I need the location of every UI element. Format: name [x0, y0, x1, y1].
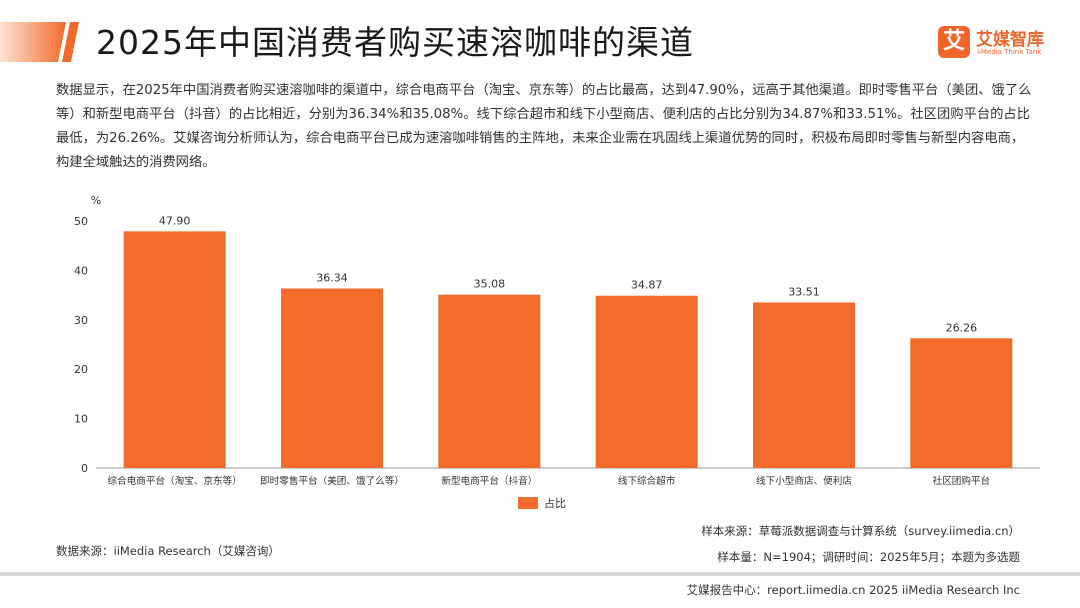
bar-value-label: 34.87 — [631, 279, 663, 292]
bar-value-label: 26.26 — [946, 321, 978, 334]
y-axis-unit-label: % — [91, 194, 101, 207]
x-category-label: 线下小型商店、便利店 — [756, 475, 852, 487]
page-title: 2025年中国消费者购买速溶咖啡的渠道 — [96, 23, 694, 62]
legend-swatch — [518, 497, 538, 509]
x-category-label: 新型电商平台（抖音） — [441, 475, 537, 487]
sample-source: 样本来源：草莓派数据调查与计算系统（survey.iimedia.cn） — [701, 524, 1020, 538]
title-decoration — [0, 22, 79, 62]
logo-subtitle: iiMedia Think Tank — [977, 48, 1042, 56]
x-category-label: 即时零售平台（美团、饿了么等） — [260, 475, 404, 487]
y-tick-label: 20 — [74, 363, 88, 376]
report-center: 艾媒报告中心：report.iimedia.cn 2025 iiMedia Re… — [686, 583, 1020, 597]
bar-value-label: 36.34 — [316, 271, 348, 284]
bar — [753, 302, 855, 468]
bar — [595, 295, 698, 468]
y-tick-label: 10 — [74, 413, 88, 426]
bar — [281, 288, 383, 468]
bar-value-label: 35.08 — [474, 278, 506, 291]
bar — [123, 231, 226, 468]
x-category-label: 线下综合超市 — [618, 475, 676, 487]
bar-chart: % 0 10 20 30 40 50 47.90 综合电商平台（淘宝、京东等） 36.34 即时零售… — [74, 194, 1040, 510]
description-paragraph: 数据显示，在2025年中国消费者购买速溶咖啡的渠道中，综合电商平台（淘宝、京东等… — [56, 83, 1032, 170]
sample-info: 样本量：N=1904；调研时间：2025年5月；本题为多选题 — [717, 550, 1020, 564]
bar — [438, 294, 541, 468]
y-tick-label: 40 — [74, 264, 88, 277]
x-category-label: 综合电商平台（淘宝、京东等） — [108, 475, 242, 487]
footer-divider — [0, 572, 1080, 576]
x-category-label: 社区团购平台 — [933, 475, 991, 487]
y-tick-label: 0 — [81, 462, 88, 475]
iimedia-logo: 艾 艾媒智库 iiMedia Think Tank — [938, 26, 1068, 62]
logo-mark-icon: 艾 — [938, 26, 970, 58]
y-tick-label: 50 — [74, 215, 88, 228]
bar — [910, 338, 1013, 468]
bar-value-label: 33.51 — [788, 285, 820, 298]
data-source: 数据来源：iiMedia Research（艾媒咨询） — [56, 544, 280, 558]
bar-value-label: 47.90 — [159, 214, 191, 227]
y-tick-label: 30 — [74, 314, 88, 327]
logo-name: 艾媒智库 — [976, 30, 1044, 50]
legend-label: 占比 — [544, 496, 566, 510]
